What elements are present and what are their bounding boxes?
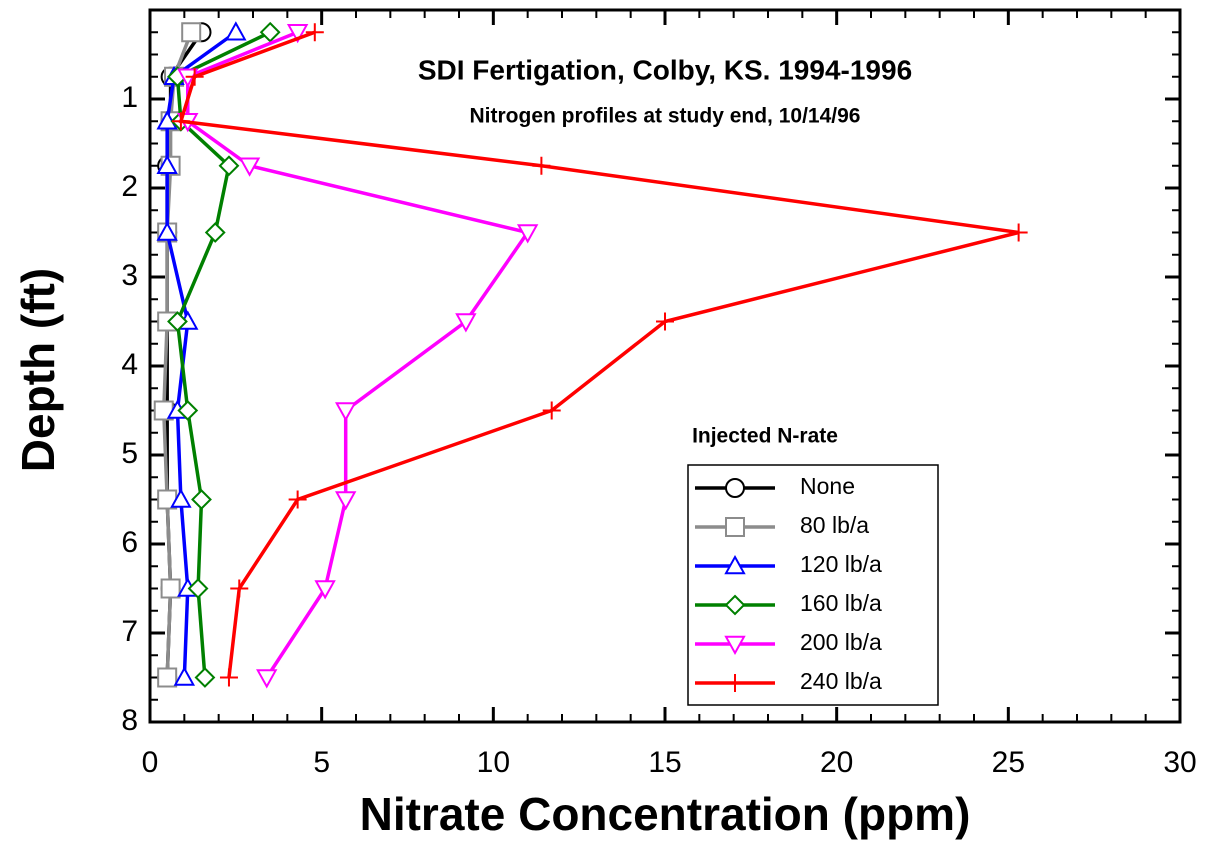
- marker: [218, 155, 240, 177]
- marker: [204, 222, 226, 243]
- legend-label: 160 lb/a: [800, 590, 882, 616]
- marker: [286, 24, 309, 44]
- x-tick-label: 0: [142, 746, 159, 779]
- y-tick-label: 1: [121, 81, 138, 114]
- marker: [288, 490, 307, 509]
- legend-marker: [726, 674, 744, 692]
- x-tick-label: 30: [1163, 746, 1196, 779]
- marker: [335, 491, 357, 511]
- marker: [219, 668, 238, 687]
- marker: [160, 578, 181, 599]
- marker: [157, 667, 178, 688]
- legend-label: 200 lb/a: [800, 629, 882, 655]
- y-tick-label: 8: [121, 704, 138, 737]
- legend-title: Injected N-rate: [692, 425, 838, 448]
- y-tick-label: 4: [121, 348, 138, 381]
- marker: [171, 112, 190, 131]
- x-tick-label: 5: [313, 746, 330, 779]
- marker: [238, 157, 261, 177]
- marker: [314, 580, 336, 600]
- marker: [173, 666, 196, 686]
- series-line: [178, 30, 1020, 678]
- marker: [230, 579, 249, 598]
- series-line: [175, 30, 271, 678]
- y-tick-label: 6: [121, 526, 138, 559]
- x-tick-label: 20: [820, 746, 853, 779]
- x-tick-label: 10: [477, 746, 510, 779]
- marker: [194, 667, 216, 688]
- marker: [335, 402, 357, 422]
- marker: [181, 22, 202, 43]
- marker: [532, 156, 551, 175]
- marker: [185, 67, 204, 86]
- marker: [225, 21, 247, 41]
- series-line: [165, 30, 237, 678]
- marker: [256, 669, 278, 689]
- legend-label: 120 lb/a: [800, 551, 882, 577]
- legend-marker: [725, 478, 745, 498]
- legend-label: 80 lb/a: [800, 512, 869, 538]
- legend-marker: [725, 517, 745, 537]
- chart-subtitle: Nitrogen profiles at study end, 10/14/96: [470, 105, 861, 128]
- y-tick-label: 5: [121, 437, 138, 470]
- marker: [542, 401, 561, 420]
- legend-marker: [724, 594, 746, 616]
- legend-label: 240 lb/a: [800, 668, 882, 694]
- marker: [156, 154, 178, 174]
- legend-label: None: [800, 473, 855, 499]
- x-tick-label: 25: [992, 746, 1025, 779]
- marker: [177, 400, 199, 421]
- y-tick-label: 7: [121, 615, 138, 648]
- marker: [305, 23, 324, 42]
- marker: [259, 21, 281, 43]
- marker: [170, 488, 192, 508]
- y-tick-label: 2: [121, 170, 138, 203]
- legend-marker: [724, 554, 746, 575]
- marker: [516, 224, 539, 244]
- x-axis-label: Nitrate Concentration (ppm): [360, 788, 971, 840]
- marker: [187, 578, 209, 599]
- legend-marker: [724, 635, 746, 656]
- y-axis-label: Depth (ft): [12, 268, 64, 472]
- marker: [1009, 223, 1028, 242]
- legend-box: [687, 464, 939, 706]
- marker: [656, 312, 674, 331]
- y-tick-label: 3: [121, 259, 138, 292]
- marker: [191, 489, 212, 510]
- x-tick-label: 15: [648, 746, 681, 779]
- marker: [167, 311, 188, 332]
- marker: [455, 313, 477, 333]
- chart-title: SDI Fertigation, Colby, KS. 1994-1996: [418, 54, 912, 85]
- marker: [156, 221, 178, 241]
